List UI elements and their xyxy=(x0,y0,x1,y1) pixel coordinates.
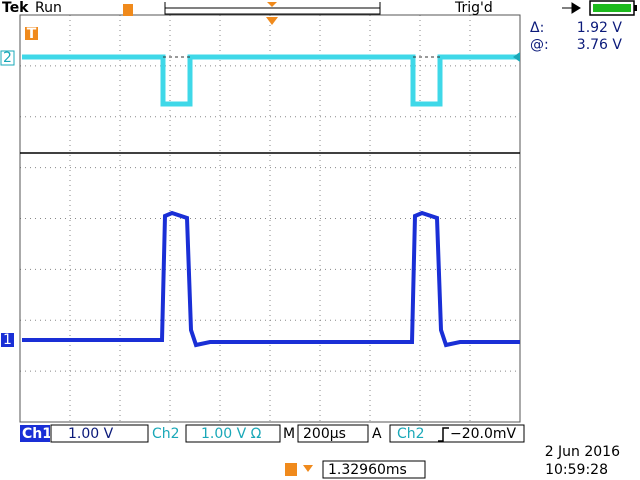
delta-label: Δ: xyxy=(530,20,544,36)
trigger-marker-label: T xyxy=(27,26,37,42)
ch2-label: Ch2 xyxy=(152,426,180,442)
trigger-status: Trig'd xyxy=(454,0,493,16)
position: 1.32960ms xyxy=(328,462,407,478)
date: 2 Jun 2016 xyxy=(545,444,620,460)
delta-value: 1.92 V xyxy=(577,20,623,36)
trigger-label: A xyxy=(372,426,382,442)
brand: Tek xyxy=(2,0,29,16)
ch1-marker-label: 1 xyxy=(3,332,12,348)
timebase-label: M xyxy=(283,426,295,442)
edge-icon xyxy=(438,427,449,442)
ch1-waveform xyxy=(22,210,520,348)
position-arrow xyxy=(303,465,313,472)
ch1-marker xyxy=(1,333,14,347)
timebase-box xyxy=(297,424,369,443)
ch2-marker-label: 2 xyxy=(3,50,12,66)
trigger-box xyxy=(389,424,525,443)
power-icon xyxy=(562,2,581,14)
trigger-source: Ch2 xyxy=(397,426,425,442)
timebase: 200µs xyxy=(303,426,346,442)
ch2-scale: 1.00 V Ω xyxy=(201,426,262,442)
ch2-scale-box xyxy=(185,424,281,443)
trigger-marker xyxy=(25,27,38,40)
ch1-scale-box xyxy=(50,424,149,443)
at-label: @: xyxy=(530,37,549,53)
status: Run xyxy=(35,0,62,16)
ch2-waveform xyxy=(22,54,518,107)
ch2-marker xyxy=(0,50,15,66)
position-box xyxy=(322,460,426,479)
time: 10:59:28 xyxy=(545,462,608,478)
position-icon xyxy=(285,463,297,476)
graticule xyxy=(20,15,520,422)
trigger-time-marker xyxy=(266,17,278,25)
ch2-trigger-level xyxy=(513,52,520,62)
trigger-level: −20.0mV xyxy=(450,426,517,442)
battery-tip xyxy=(634,5,637,11)
ch1-label: Ch1 xyxy=(22,426,52,442)
ch1-badge xyxy=(20,425,50,442)
record-marker xyxy=(267,2,277,7)
graticule-border xyxy=(19,14,521,423)
battery-level xyxy=(593,4,631,12)
at-value: 3.76 V xyxy=(577,37,623,53)
trigger-pos-marker xyxy=(123,4,133,16)
record-bar xyxy=(164,2,381,15)
ch1-scale: 1.00 V xyxy=(68,426,114,442)
